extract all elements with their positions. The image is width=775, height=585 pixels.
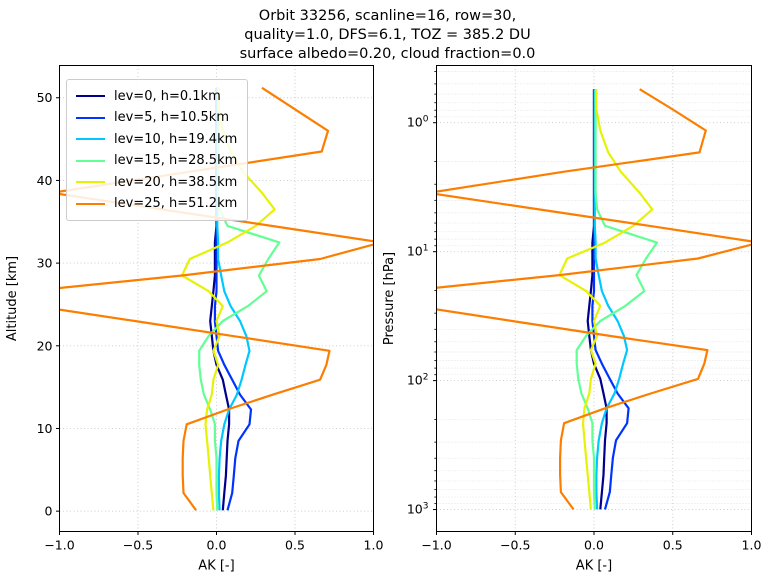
- x-tick-label: −0.5: [500, 538, 530, 553]
- legend-line-sample: [76, 181, 105, 184]
- legend-item-2: lev=10, h=19.4km: [76, 130, 237, 149]
- curve-series-2: [593, 89, 629, 510]
- curve-series-3: [575, 89, 659, 510]
- legend-item-3: lev=15, h=28.5km: [76, 152, 237, 171]
- legend-label: lev=25, h=51.2km: [114, 196, 238, 212]
- legend-item-4: lev=20, h=38.5km: [76, 173, 237, 192]
- panel-0-xlabel: AK [-]: [198, 559, 234, 574]
- curve-series-5: [436, 88, 752, 511]
- y-tick-label: 10: [37, 421, 53, 436]
- y-tick-label: 0: [45, 504, 53, 519]
- x-tick-label: 1.0: [364, 538, 384, 553]
- legend-item-0: lev=0, h=0.1km: [76, 87, 237, 106]
- legend-line-sample: [76, 159, 105, 162]
- y-tick-label: 103: [407, 502, 429, 517]
- y-tick-label: 101: [407, 244, 429, 259]
- y-tick-label: 30: [37, 256, 53, 271]
- panel-0-ylabel: Altitude [km]: [5, 256, 20, 341]
- legend-item-5: lev=25, h=51.2km: [76, 195, 237, 214]
- panel-1-curves: [436, 88, 752, 511]
- y-tick-label: 40: [37, 173, 53, 188]
- x-tick-label: 0.5: [285, 538, 305, 553]
- y-tick-label: 20: [37, 338, 53, 353]
- panel-1-ylabel: Pressure [hPa]: [382, 252, 397, 345]
- legend-label: lev=10, h=19.4km: [114, 131, 238, 147]
- y-tick-label: 50: [37, 90, 53, 105]
- curve-series-4: [558, 89, 654, 510]
- panel-1-xlabel: AK [-]: [576, 559, 612, 574]
- x-tick-label: 1.0: [742, 538, 762, 553]
- legend-label: lev=5, h=10.5km: [114, 110, 230, 126]
- panel-0-ticks: −1.0 −0.5 0.0 0.5 1.0 0 10 20 30 40 50: [37, 90, 384, 552]
- x-tick-label: 0.5: [663, 538, 683, 553]
- legend-label: lev=20, h=38.5km: [114, 174, 238, 190]
- x-tick-label: 0.0: [584, 538, 604, 553]
- x-tick-label: 0.0: [207, 538, 227, 553]
- legend-line-sample: [76, 116, 105, 119]
- y-tick-label: 100: [407, 115, 429, 130]
- legend-line-sample: [76, 95, 105, 98]
- legend-label: lev=15, h=28.5km: [114, 153, 238, 169]
- legend-item-1: lev=5, h=10.5km: [76, 109, 237, 128]
- y-tick-label: 102: [407, 373, 429, 388]
- legend-line-sample: [76, 138, 105, 141]
- x-tick-label: −0.5: [123, 538, 153, 553]
- panel-1-ticks: −1.0 −0.5 0.0 0.5 1.0 100 101 102 103: [407, 71, 762, 553]
- legend-line-sample: [76, 202, 105, 205]
- figure-title: Orbit 33256, scanline=16, row=30, qualit…: [239, 8, 536, 62]
- x-tick-label: −1.0: [44, 538, 74, 553]
- legend-box: lev=0, h=0.1km lev=5, h=10.5km lev=10, h=1…: [66, 79, 249, 221]
- x-tick-label: −1.0: [421, 538, 451, 553]
- legend-label: lev=0, h=0.1km: [114, 88, 221, 104]
